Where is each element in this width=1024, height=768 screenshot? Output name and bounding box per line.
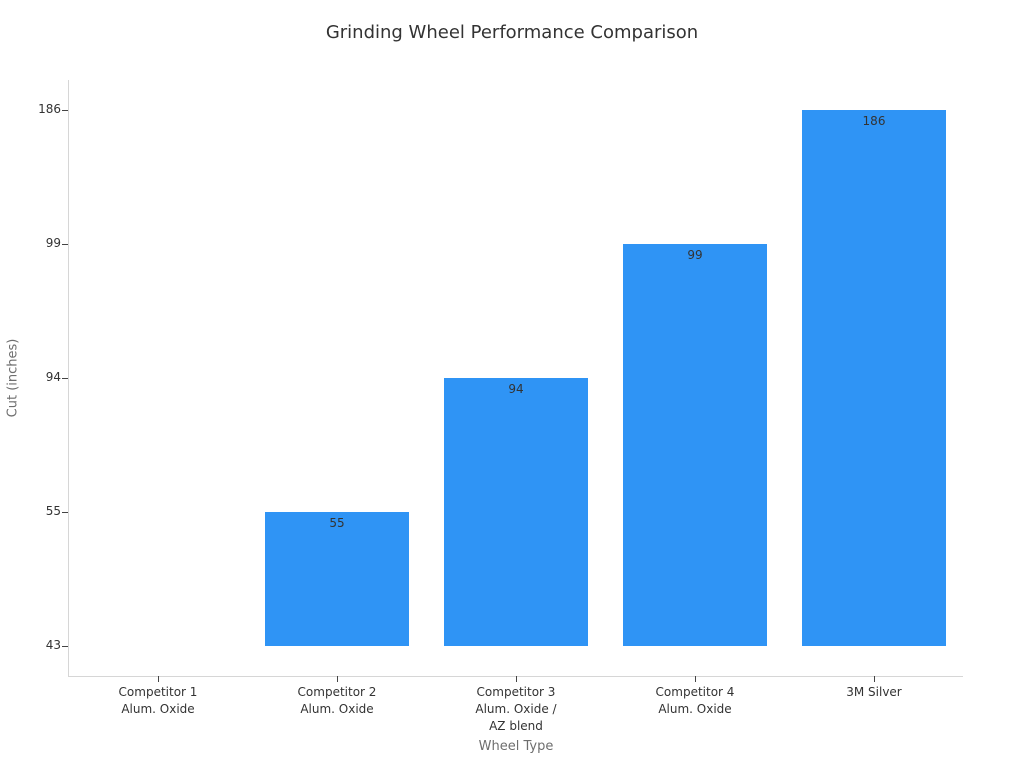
x-tick-label-line: Alum. Oxide bbox=[121, 702, 195, 716]
x-tick-label-competitor-2: Competitor 2 Alum. Oxide bbox=[247, 684, 427, 718]
y-axis-spine bbox=[68, 80, 69, 676]
x-tick-mark bbox=[695, 676, 696, 682]
x-tick-label-3m-silver: 3M Silver bbox=[784, 684, 964, 701]
y-tick-mark bbox=[62, 244, 68, 245]
y-tick-label: 55 bbox=[45, 504, 61, 518]
bar-3m-silver bbox=[802, 110, 946, 646]
x-tick-label-competitor-1: Competitor 1 Alum. Oxide bbox=[68, 684, 248, 718]
y-tick-label: 186 bbox=[38, 102, 61, 116]
x-tick-label-line: Competitor 3 bbox=[476, 685, 556, 699]
x-tick-label-line: Alum. Oxide bbox=[658, 702, 732, 716]
y-tick-mark bbox=[62, 110, 68, 111]
bar-competitor-3 bbox=[444, 378, 588, 646]
x-axis-spine bbox=[68, 676, 963, 677]
x-axis-title: Wheel Type bbox=[478, 739, 554, 754]
x-tick-mark bbox=[874, 676, 875, 682]
x-tick-label-line: Competitor 2 bbox=[297, 685, 377, 699]
y-tick-label: 43 bbox=[45, 638, 61, 652]
x-tick-label-line: Alum. Oxide / bbox=[475, 702, 557, 716]
x-tick-label-line: Competitor 1 bbox=[118, 685, 198, 699]
bar-value-label-3m-silver: 186 bbox=[862, 114, 886, 128]
x-tick-label-line: Alum. Oxide bbox=[300, 702, 374, 716]
y-tick-mark bbox=[62, 378, 68, 379]
bar-value-label-competitor-2: 55 bbox=[329, 516, 345, 530]
x-tick-label-line: Competitor 4 bbox=[655, 685, 735, 699]
x-tick-mark bbox=[337, 676, 338, 682]
y-tick-mark bbox=[62, 646, 68, 647]
bar-value-label-competitor-3: 94 bbox=[508, 382, 524, 396]
x-tick-mark bbox=[158, 676, 159, 682]
x-tick-label-line: 3M Silver bbox=[846, 685, 902, 699]
y-tick-mark bbox=[62, 512, 68, 513]
x-tick-label-competitor-4: Competitor 4 Alum. Oxide bbox=[605, 684, 785, 718]
bar-value-label-competitor-4: 99 bbox=[687, 248, 703, 262]
x-tick-mark bbox=[516, 676, 517, 682]
bar-competitor-2 bbox=[265, 512, 409, 646]
x-tick-label-competitor-3: Competitor 3 Alum. Oxide / AZ blend bbox=[426, 684, 606, 735]
x-tick-label-line: AZ blend bbox=[489, 719, 543, 733]
chart-title: Grinding Wheel Performance Comparison bbox=[325, 22, 699, 43]
y-tick-label: 94 bbox=[45, 370, 61, 384]
bar-competitor-4 bbox=[623, 244, 767, 646]
y-tick-label: 99 bbox=[45, 236, 61, 250]
